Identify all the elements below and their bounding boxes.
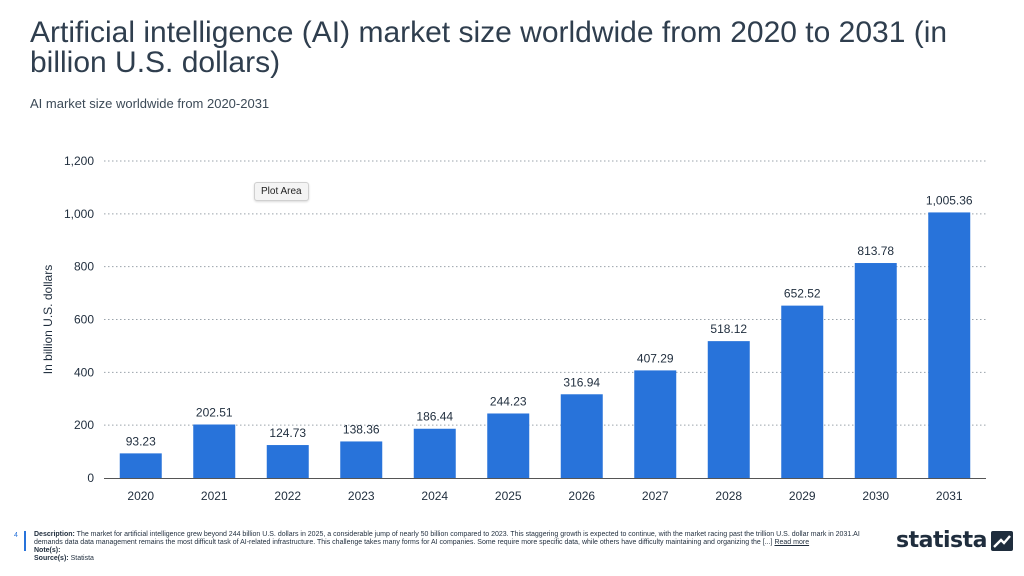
bar-2023[interactable] (340, 441, 383, 478)
data-label-2025: 244.23 (490, 394, 527, 408)
y-tick-label: 400 (74, 365, 94, 379)
data-label-2020: 93.23 (126, 434, 156, 448)
bar-2026[interactable] (560, 394, 603, 478)
data-label-2026: 316.94 (563, 375, 600, 389)
y-tick-label: 800 (74, 260, 94, 274)
x-tick-label: 2027 (642, 489, 669, 503)
y-tick-label: 1,000 (64, 207, 94, 221)
x-tick-label: 2025 (495, 489, 522, 503)
data-label-2031: 1,005.36 (926, 193, 973, 207)
data-label-2022: 124.73 (269, 426, 306, 440)
description-text: The market for artificial intelligence g… (34, 531, 860, 546)
y-tick-label: 0 (87, 471, 94, 485)
x-tick-label: 2021 (201, 489, 228, 503)
statista-logo[interactable]: statista (896, 528, 1013, 553)
x-tick-label: 2024 (421, 489, 448, 503)
bar-2028[interactable] (707, 341, 750, 478)
x-tick-label: 2029 (789, 489, 816, 503)
y-tick-label: 200 (74, 418, 94, 432)
bar-2030[interactable] (854, 263, 897, 478)
bar-2025[interactable] (487, 413, 530, 478)
y-axis-ticks: 0 200 400 600 800 1,000 1,200 (64, 154, 94, 485)
y-tick-label: 600 (74, 313, 94, 327)
x-tick-label: 2022 (274, 489, 301, 503)
data-label-2021: 202.51 (196, 406, 233, 420)
page-number: 4 (14, 532, 18, 539)
page-title: Artificial intelligence (AI) market size… (30, 16, 948, 79)
x-tick-label: 2030 (862, 489, 889, 503)
footer-description: Description: The market for artificial i… (34, 531, 884, 563)
brand-name: statista (896, 528, 987, 553)
y-axis-title: In billion U.S. dollars (41, 265, 55, 374)
x-tick-label: 2020 (127, 489, 154, 503)
y-tick-label: 1,200 (64, 154, 94, 168)
data-labels: 93.23 202.51 124.73 138.36 186.44 244.23 316.9… (126, 193, 973, 448)
sources-label: Source(s): (34, 555, 69, 562)
bar-chart: 0 200 400 600 800 1,000 1,200 93.23 202.51 124.7… (41, 154, 986, 503)
bar-2020[interactable] (119, 453, 162, 478)
x-tick-label: 2028 (715, 489, 742, 503)
data-label-2028: 518.12 (710, 322, 747, 336)
data-label-2029: 652.52 (784, 287, 821, 301)
read-more-link[interactable]: Read more (774, 539, 810, 546)
bar-2022[interactable] (266, 445, 309, 478)
data-label-2030: 813.78 (857, 244, 894, 258)
description-label: Description: (34, 531, 75, 538)
x-axis-ticks: 2020 2021 2022 2023 2024 2025 2026 2027 2028 2029… (127, 489, 963, 503)
x-tick-label: 2026 (568, 489, 595, 503)
bar-2021[interactable] (193, 424, 236, 478)
x-tick-label: 2031 (936, 489, 963, 503)
sources-text: Statista (70, 555, 94, 562)
plot-area-tooltip: Plot Area (254, 182, 309, 201)
data-label-2024: 186.44 (416, 410, 453, 424)
grid-lines (104, 160, 986, 426)
data-label-2027: 407.29 (637, 351, 674, 365)
bar-2027[interactable] (634, 370, 677, 478)
bar-2024[interactable] (413, 428, 456, 478)
bar-2029[interactable] (781, 305, 824, 478)
notes-label: Note(s): (34, 547, 61, 554)
data-label-2023: 138.36 (343, 422, 380, 436)
x-tick-label: 2023 (348, 489, 375, 503)
bars (119, 212, 971, 478)
bar-2031[interactable] (928, 212, 971, 478)
page-subtitle: AI market size worldwide from 2020-2031 (30, 96, 270, 111)
statista-logo-icon (990, 530, 1013, 551)
footer-accent-bar (24, 531, 26, 551)
